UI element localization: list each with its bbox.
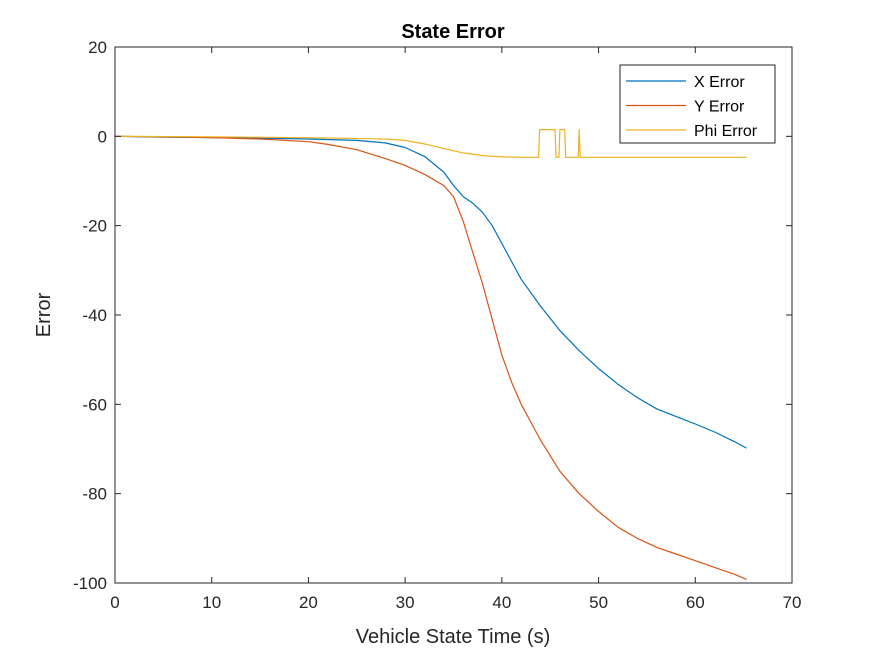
y-axis-ticks: 20 0 -20 -40 -60 -80 -100: [73, 38, 792, 593]
legend-label-y-error: Y Error: [694, 99, 745, 116]
series-line-y-error: [114, 135, 747, 580]
y-tick-label: -80: [82, 485, 107, 504]
x-tick-label: 0: [110, 593, 119, 612]
y-axis-label: Error: [33, 292, 55, 337]
chart-title: State Error: [401, 21, 505, 43]
x-tick-label: 70: [783, 593, 802, 612]
legend-label-x-error: X Error: [694, 74, 745, 91]
x-axis-ticks: 0 10 20 30 40 50 60 70: [110, 47, 801, 612]
y-tick-label: -40: [82, 306, 107, 325]
x-tick-label: 10: [202, 593, 221, 612]
y-tick-label: 0: [98, 127, 107, 146]
x-tick-label: 60: [686, 593, 705, 612]
series-layer: [114, 129, 747, 580]
y-tick-label: 20: [88, 38, 107, 57]
x-tick-label: 30: [396, 593, 415, 612]
y-tick-label: -20: [82, 217, 107, 236]
series-line-x-error: [114, 135, 747, 449]
series-line-phi-error: [114, 129, 747, 158]
y-tick-label: -100: [73, 574, 107, 593]
legend: X Error Y Error Phi Error: [619, 64, 776, 144]
x-tick-label: 50: [589, 593, 608, 612]
x-tick-label: 40: [492, 593, 511, 612]
x-axis-label: Vehicle State Time (s): [356, 626, 551, 648]
x-tick-label: 20: [299, 593, 318, 612]
legend-label-phi-error: Phi Error: [694, 123, 758, 140]
y-tick-label: -60: [82, 395, 107, 414]
